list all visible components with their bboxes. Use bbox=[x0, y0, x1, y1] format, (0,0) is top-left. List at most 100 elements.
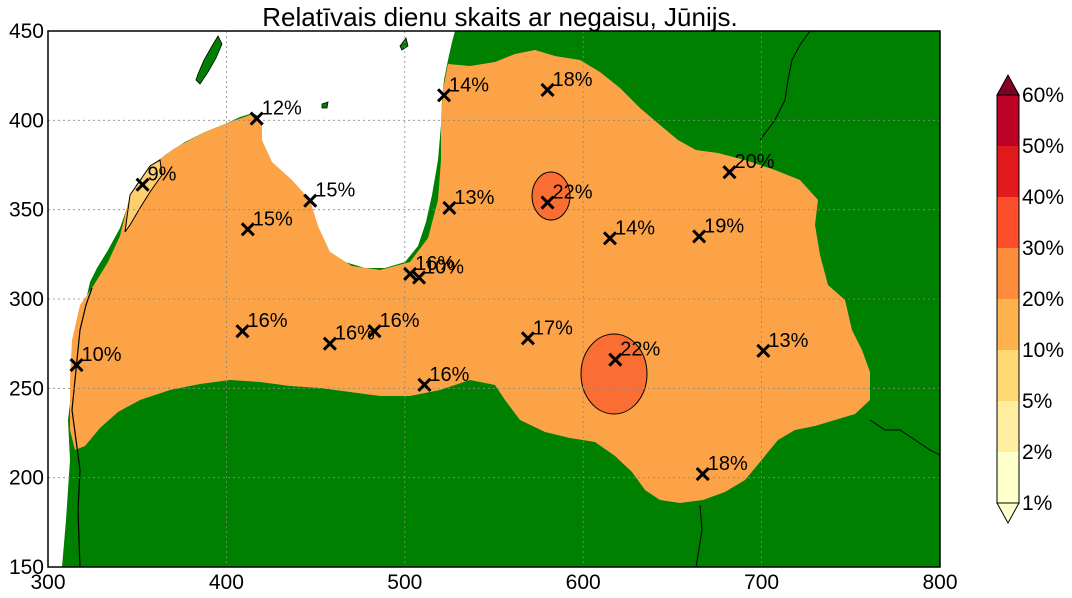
station-markers: 9%12%15%15%14% 18%13% 22%20%14% 19%10%16%10… bbox=[69, 69, 809, 482]
station-cross bbox=[412, 270, 427, 285]
y-tick-label: 400 bbox=[9, 109, 44, 132]
station-marker: 10% bbox=[69, 344, 122, 373]
colorbar-segment bbox=[997, 299, 1019, 350]
station-label: 18% bbox=[708, 453, 748, 475]
station-cross bbox=[240, 222, 255, 237]
station-marker: 9% bbox=[135, 164, 177, 192]
colorbar-segment bbox=[997, 248, 1019, 299]
station-label: 17% bbox=[533, 317, 573, 339]
colorbar: 1% 2% 5% 10% 20% 30% 40% 50% 60% bbox=[996, 73, 1064, 525]
station-marker: 16% bbox=[322, 323, 375, 351]
colorbar-label: 40% bbox=[1022, 186, 1064, 209]
station-cross bbox=[69, 358, 84, 373]
station-marker: 13% bbox=[442, 187, 495, 215]
colorbar-label: 2% bbox=[1022, 441, 1052, 464]
station-label: 10% bbox=[424, 257, 464, 279]
station-cross bbox=[442, 200, 457, 215]
station-cross bbox=[520, 331, 535, 346]
y-tick-label: 350 bbox=[9, 199, 44, 222]
low-value-region bbox=[124, 159, 163, 233]
station-marker: 12% bbox=[249, 98, 302, 126]
station-cross bbox=[417, 377, 432, 392]
station-marker: 16% bbox=[417, 364, 470, 392]
contour-line-west bbox=[71, 287, 93, 567]
x-tick-label: 700 bbox=[744, 571, 779, 594]
station-cross bbox=[403, 266, 418, 282]
colorbar-label: 50% bbox=[1022, 135, 1064, 158]
station-marker: 18% bbox=[540, 69, 593, 98]
colorbar-segment bbox=[997, 95, 1019, 146]
station-label: 16% bbox=[247, 310, 287, 332]
x-tick-label: 300 bbox=[30, 571, 65, 594]
colorbar-label: 10% bbox=[1022, 339, 1064, 362]
chart-title: Relatīvais dienu skaits ar negaisu, Jūni… bbox=[262, 2, 737, 32]
grid-lines bbox=[48, 31, 940, 567]
station-cross bbox=[540, 82, 555, 98]
station-label: 16% bbox=[379, 310, 419, 332]
station-marker: 18% bbox=[695, 453, 748, 482]
station-marker: 14% bbox=[602, 217, 655, 246]
station-marker: 20% bbox=[722, 151, 775, 180]
y-tick-label: 250 bbox=[9, 377, 44, 400]
x-tick-label: 400 bbox=[209, 571, 244, 594]
station-marker: 10% bbox=[412, 257, 464, 285]
station-marker: 16% bbox=[235, 310, 288, 339]
station-label: 22% bbox=[553, 182, 593, 204]
station-label: 16% bbox=[415, 253, 455, 275]
station-cross bbox=[322, 336, 337, 351]
colorbar-extend-high bbox=[996, 73, 1020, 96]
island-2 bbox=[399, 37, 409, 51]
station-label: 13% bbox=[768, 330, 808, 352]
station-label: 22% bbox=[620, 339, 660, 361]
colorbar-label: 30% bbox=[1022, 237, 1064, 260]
island-1 bbox=[195, 35, 223, 85]
border-line-south bbox=[695, 504, 703, 567]
station-marker: 15% bbox=[240, 208, 293, 237]
border-line-southeast bbox=[869, 419, 940, 456]
colorbar-frame bbox=[996, 94, 1020, 504]
station-cross bbox=[303, 193, 318, 208]
colorbar-extend-low bbox=[996, 502, 1020, 525]
station-marker: 16% bbox=[403, 253, 455, 282]
station-label: 20% bbox=[734, 151, 774, 173]
station-marker: 17% bbox=[520, 317, 573, 346]
station-marker: 15% bbox=[303, 180, 355, 208]
station-cross bbox=[695, 467, 710, 482]
hotspot-south bbox=[580, 333, 648, 415]
station-cross bbox=[540, 195, 555, 210]
colorbar-segment bbox=[997, 350, 1019, 401]
station-cross bbox=[722, 165, 737, 180]
plot-area: 9%12%15%15%14% 18%13% 22%20%14% 19%10%16%10… bbox=[48, 31, 940, 567]
station-label: 13% bbox=[454, 187, 494, 209]
sea-area bbox=[48, 31, 455, 567]
plot-frame bbox=[47, 30, 941, 568]
station-cross bbox=[249, 111, 264, 126]
y-tick-label: 300 bbox=[9, 288, 44, 311]
station-label: 16% bbox=[335, 323, 375, 345]
latvia-region bbox=[70, 50, 870, 503]
y-axis: 150 200 250 300 350 400 450 bbox=[9, 20, 44, 579]
station-label: 9% bbox=[148, 164, 177, 186]
station-label: 19% bbox=[704, 215, 744, 237]
station-label: 18% bbox=[553, 69, 593, 91]
station-cross bbox=[602, 231, 618, 246]
station-marker: 19% bbox=[692, 215, 744, 244]
x-axis: 300 400 500 600 700 800 bbox=[30, 571, 957, 594]
island-3 bbox=[321, 101, 329, 109]
station-cross bbox=[235, 324, 250, 339]
station-label: 12% bbox=[262, 98, 302, 120]
station-label: 15% bbox=[315, 180, 355, 202]
station-cross bbox=[436, 88, 452, 103]
colorbar-segment bbox=[997, 146, 1019, 197]
station-cross bbox=[608, 352, 623, 367]
station-label: 10% bbox=[82, 344, 122, 366]
x-tick-label: 800 bbox=[922, 571, 957, 594]
station-marker: 22% bbox=[540, 182, 593, 210]
y-tick-label: 450 bbox=[9, 20, 44, 43]
colorbar-label: 1% bbox=[1022, 492, 1052, 515]
station-marker: 22% bbox=[608, 339, 661, 367]
colorbar-segment bbox=[997, 401, 1019, 452]
station-marker: 16% bbox=[367, 310, 420, 339]
station-cross bbox=[135, 177, 150, 192]
